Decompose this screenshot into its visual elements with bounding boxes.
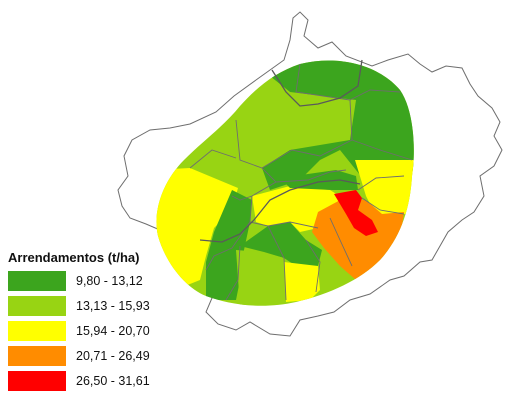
legend-label: 9,80 - 13,12 (76, 274, 143, 288)
legend-label: 15,94 - 20,70 (76, 324, 150, 338)
legend-item: 13,13 - 15,93 (8, 296, 238, 321)
legend-swatch (8, 296, 66, 316)
legend-label: 13,13 - 15,93 (76, 299, 150, 313)
legend-item: 26,50 - 31,61 (8, 371, 238, 396)
legend: Arrendamentos (t/ha) 9,80 - 13,12 13,13 … (8, 250, 238, 396)
legend-item: 20,71 - 26,49 (8, 346, 238, 371)
legend-item: 15,94 - 20,70 (8, 321, 238, 346)
legend-swatch (8, 321, 66, 341)
legend-swatch (8, 371, 66, 391)
legend-swatch (8, 346, 66, 366)
legend-title: Arrendamentos (t/ha) (8, 250, 140, 265)
legend-swatch (8, 271, 66, 291)
legend-item: 9,80 - 13,12 (8, 271, 238, 296)
legend-label: 20,71 - 26,49 (76, 349, 150, 363)
regional-boundary (199, 59, 363, 243)
legend-label: 26,50 - 31,61 (76, 374, 150, 388)
municipality-lines (189, 63, 413, 301)
